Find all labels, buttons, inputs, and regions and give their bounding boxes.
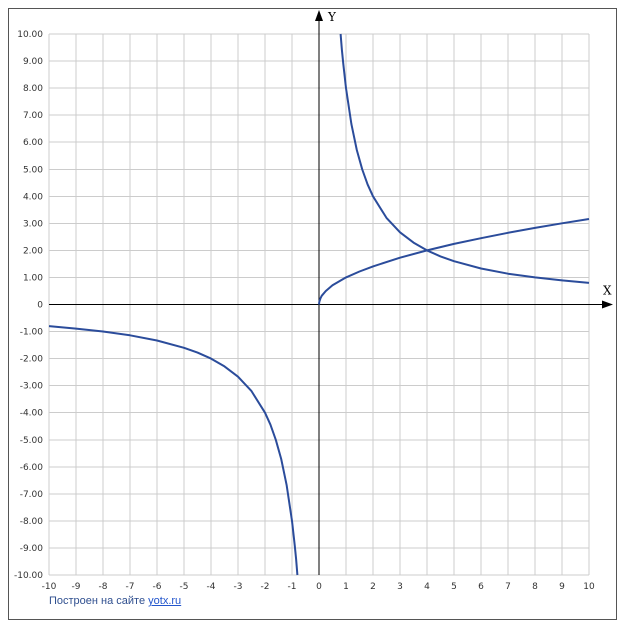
y-tick-label: 7.00: [23, 111, 43, 121]
y-tick-label: -7.00: [20, 490, 44, 500]
x-axis-arrow: [602, 300, 613, 309]
curve-line: [48, 325, 299, 576]
y-tick-label: -3.00: [20, 382, 44, 392]
chart-frame: [8, 8, 617, 620]
x-tick-label: 10: [583, 582, 595, 592]
x-tick-label: -4: [207, 582, 216, 592]
y-tick-label: 9.00: [23, 57, 43, 67]
credit-text: Построен на сайте yotx.ru: [49, 595, 181, 607]
x-tick-label: -2: [261, 582, 270, 592]
x-tick-label: 1: [343, 582, 349, 592]
y-tick-label: -10.00: [14, 571, 43, 581]
y-tick-label: -1.00: [20, 328, 44, 338]
x-tick-label: 9: [559, 582, 565, 592]
y-tick-label: 10.00: [17, 30, 43, 40]
x-tick-label: 8: [532, 582, 538, 592]
x-tick-label: -8: [99, 582, 108, 592]
credit-prefix: Построен на сайте: [49, 595, 149, 607]
x-tick-label: 6: [478, 582, 484, 592]
x-tick-label: -3: [234, 582, 243, 592]
x-tick-label: -9: [72, 582, 81, 592]
x-tick-label: -5: [180, 582, 189, 592]
y-tick-label: -9.00: [20, 544, 44, 554]
x-tick-label: -1: [288, 582, 297, 592]
y-tick-label: 6.00: [23, 138, 43, 148]
x-tick-label: 7: [505, 582, 511, 592]
x-tick-label: 4: [424, 582, 430, 592]
curve-line: [318, 218, 590, 305]
y-tick-label: 2.00: [23, 246, 43, 256]
curve-line: [339, 33, 590, 284]
x-tick-label: 0: [316, 582, 322, 592]
x-tick-label: -7: [126, 582, 135, 592]
y-tick-label: -5.00: [20, 436, 44, 446]
y-tick-labels: 10.00 9.00 8.00 7.00 6.00 5.00 4.00 3.00 2.00 1.0…: [14, 30, 43, 581]
y-tick-label: -2.00: [20, 355, 44, 365]
y-tick-label: 8.00: [23, 84, 43, 94]
x-axis-name: X: [603, 284, 612, 298]
y-tick-label: 5.00: [23, 165, 43, 175]
curves: [48, 33, 590, 576]
y-tick-label: 3.00: [23, 219, 43, 229]
y-tick-label: 4.00: [23, 192, 43, 202]
y-tick-label: -6.00: [20, 463, 44, 473]
credit-link[interactable]: yotx.ru: [148, 595, 182, 607]
y-tick-label: -4.00: [20, 409, 44, 419]
y-axis-arrow: [315, 10, 323, 21]
y-tick-label: 0: [37, 301, 43, 311]
x-tick-label: 2: [370, 582, 376, 592]
x-tick-label: 3: [397, 582, 403, 592]
y-tick-label: -8.00: [20, 517, 44, 527]
x-tick-label: -6: [153, 582, 162, 592]
x-tick-label: -10: [42, 582, 57, 592]
y-tick-label: 1.00: [23, 273, 43, 283]
x-tick-label: 5: [451, 582, 457, 592]
axes: [49, 10, 613, 575]
x-tick-labels: -10 -9 -8 -7 -6 -5 -4 -3 -2 -1 0 1 2 3 4 5 6 7 8 9 10: [42, 582, 595, 592]
y-axis-name: Y: [327, 10, 337, 24]
